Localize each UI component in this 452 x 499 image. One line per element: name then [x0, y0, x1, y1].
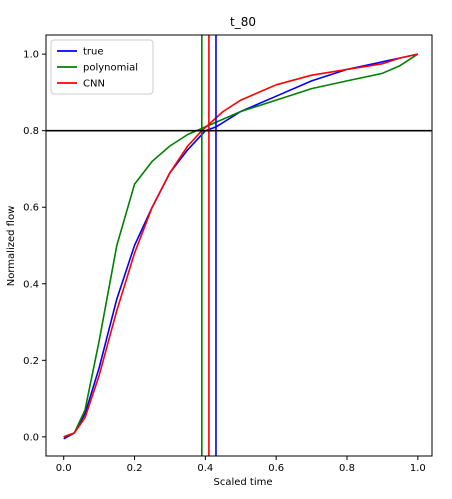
legend-frame	[50, 39, 154, 95]
legend-label-true: true	[83, 47, 104, 58]
y-tick-label: 1.0	[23, 50, 39, 61]
x-tick-label: 0.6	[268, 463, 284, 474]
y-tick-label: 0.2	[23, 356, 39, 367]
series-line-polynomial	[63, 53, 419, 438]
y-tick-label: 0.8	[23, 126, 39, 137]
y-tick-label: 0.0	[23, 432, 39, 443]
series-line-cnn	[63, 53, 418, 438]
chart-title: t_80	[230, 15, 256, 29]
y-axis-label: Normalized flow	[6, 206, 17, 286]
x-tick-label: 1.0	[410, 463, 426, 474]
x-tick-label: 0.4	[197, 463, 213, 474]
x-tick-label: 0.8	[339, 463, 355, 474]
x-tick-label: 0.0	[56, 463, 72, 474]
axis-ticks: 0.0 0.2 0.4 0.6 0.8 1.0 0.0 0.2 0.4 0.6 0.8 1.0	[23, 50, 426, 474]
y-tick-label: 0.4	[23, 279, 39, 290]
plot-frame	[45, 34, 433, 457]
x-tick-label: 0.2	[127, 463, 143, 474]
series-layer	[63, 53, 419, 440]
legend-label-polynomial: polynomial	[83, 63, 138, 74]
legend-label-cnn: CNN	[83, 79, 105, 90]
x-axis-label: Scaled time	[213, 477, 272, 488]
reference-lines	[46, 35, 432, 456]
legend: true polynomial CNN	[50, 39, 154, 95]
y-tick-label: 0.6	[23, 203, 39, 214]
